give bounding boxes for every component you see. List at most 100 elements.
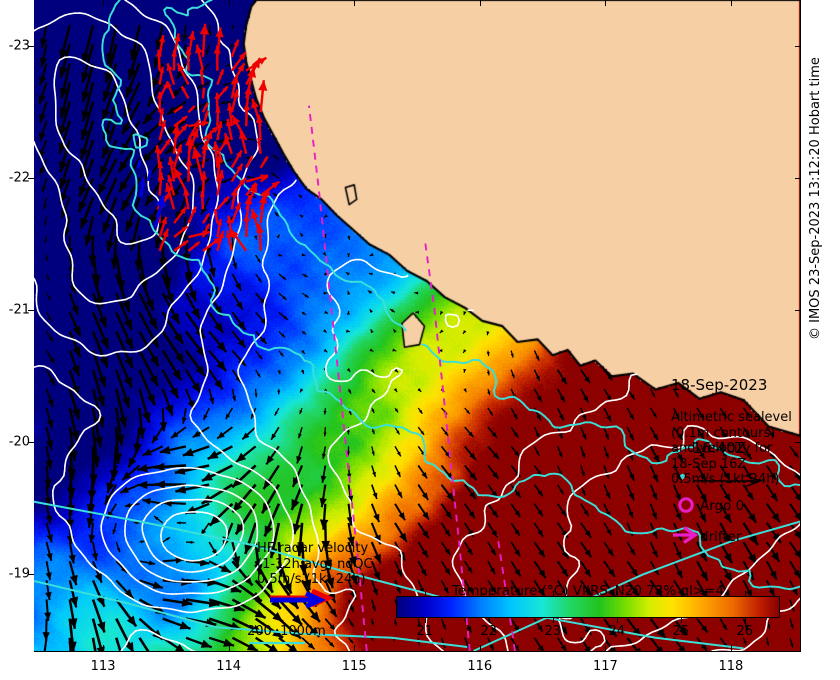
sealevel-contour [125, 296, 132, 301]
sealevel-contour [252, 570, 256, 573]
sealevel-contour [645, 631, 653, 636]
sealevel-contour [620, 455, 628, 462]
altimetry-velocity-arrowhead [490, 586, 497, 594]
bathymetry-contour-200m [681, 474, 686, 480]
altimetry-velocity-arrowhead [191, 307, 200, 319]
sealevel-contour [98, 415, 102, 422]
sealevel-contour [254, 149, 259, 157]
altimetry-velocity-arrowhead [274, 212, 279, 216]
x-tick-mark [479, 645, 481, 651]
bathymetry-contour-200m [201, 0, 209, 6]
altimetry-velocity-arrowhead [264, 525, 273, 537]
sealevel-contour [162, 545, 168, 552]
altimetry-velocity-arrowhead [420, 569, 427, 577]
sealevel-contour [253, 119, 256, 126]
sealevel-contour [600, 640, 606, 647]
altimetry-velocity-arrowhead [145, 194, 155, 206]
altimetry-velocity-arrowhead [537, 490, 543, 497]
altimetry-velocity-arrowhead [675, 413, 680, 418]
sealevel-contour [112, 214, 117, 221]
sealevel-contour [240, 379, 245, 386]
sealevel-contour [227, 555, 233, 561]
bathymetry-contour-1000m [355, 414, 362, 422]
sealevel-contour [140, 279, 145, 284]
altimetry-velocity-arrowhead [766, 624, 771, 629]
altimetry-velocity-arrowhead [445, 511, 452, 519]
altimetry-velocity-arrowhead [166, 537, 171, 541]
sealevel-contour [186, 646, 194, 651]
altimetry-velocity-arrowhead [301, 253, 306, 257]
hf-radar-arrowhead [251, 182, 257, 189]
altimetry-velocity-arrowhead [350, 622, 354, 627]
sealevel-contour [84, 61, 91, 66]
sealevel-contour [70, 535, 74, 542]
sealevel-contour [181, 289, 186, 295]
sealevel-contour [140, 154, 145, 162]
sealevel-contour [196, 394, 201, 402]
altimetry-velocity-arrowhead [300, 233, 304, 237]
altimetry-velocity-arrowhead [701, 644, 708, 651]
altimetry-velocity-arrowhead [722, 413, 727, 419]
altimetry-velocity-arrowhead [559, 395, 565, 403]
sealevel-contour [146, 169, 149, 177]
sealevel-contour [237, 602, 245, 607]
altimetry-velocity-arrowhead [489, 644, 494, 651]
bathymetry-contour-1000m [380, 424, 384, 428]
hf-radar-arrowhead [217, 121, 223, 128]
hf-radar-arrowhead [195, 44, 203, 54]
altimetry-velocity-arrowhead [164, 404, 174, 416]
altimetry-velocity-arrowhead [154, 480, 165, 489]
sealevel-contour [35, 304, 39, 312]
altimetry-velocity-arrowhead [607, 549, 614, 557]
sealevel-contour [165, 468, 173, 471]
sealevel-contour [186, 284, 189, 288]
altimetry-velocity-arrowhead [244, 542, 253, 554]
sealevel-contour [206, 486, 214, 490]
altimetry-velocity-arrowhead [181, 598, 193, 607]
sealevel-contour [584, 410, 592, 414]
sealevel-contour [151, 335, 158, 342]
altimetry-velocity-arrowhead [125, 86, 134, 98]
altimetry-velocity-arrowhead [467, 567, 473, 573]
altimetry-velocity-arrowhead [71, 408, 81, 420]
altimetry-velocity-arrowhead [105, 53, 115, 65]
hf-radar-arrowhead [182, 240, 189, 246]
altimetry-velocity-arrowhead [581, 490, 586, 496]
altimetry-velocity-arrowhead [722, 452, 727, 459]
sealevel-contour [630, 373, 638, 377]
sealevel-contour [288, 184, 293, 188]
sealevel-contour [400, 275, 408, 278]
altimetry-velocity-arrowhead [71, 305, 79, 316]
altimetry-velocity-arrowhead [214, 379, 223, 390]
sealevel-contour [268, 580, 271, 583]
altimetry-velocity-arrowhead [298, 433, 302, 439]
altimetry-velocity-arrowhead [369, 348, 374, 352]
altimetry-velocity-arrowhead [771, 552, 780, 562]
sealevel-contour [126, 109, 129, 116]
colorbar-tick-top [488, 591, 490, 596]
sealevel-contour [99, 571, 107, 577]
sealevel-contour [320, 585, 326, 592]
sealevel-contour [505, 640, 508, 647]
altimetry-velocity-arrowhead [393, 388, 398, 393]
sealevel-contour [278, 565, 284, 571]
map-plot-area[interactable] [34, 0, 801, 652]
sealevel-contour [114, 585, 121, 592]
sealevel-contour [238, 224, 242, 232]
sealevel-contour [242, 560, 246, 565]
altimetry-velocity-arrowhead [102, 222, 111, 234]
altimetry-velocity-arrowhead [635, 647, 641, 651]
sealevel-contour [253, 489, 260, 495]
sealevel-contour [89, 300, 97, 305]
altimetry-velocity-arrowhead [59, 49, 68, 60]
sealevel-contour [340, 429, 347, 437]
hf-radar-arrowhead [180, 124, 188, 132]
sealevel-contour [579, 412, 587, 416]
sealevel-contour [310, 509, 313, 517]
x-tick-mark [605, 645, 607, 651]
sealevel-contour [244, 555, 250, 562]
altimetry-velocity-arrowhead [747, 492, 754, 500]
drifter-arrowhead [147, 169, 152, 175]
hf-radar-arrowhead [212, 141, 220, 151]
altimetry-velocity-arrowhead [607, 375, 613, 381]
